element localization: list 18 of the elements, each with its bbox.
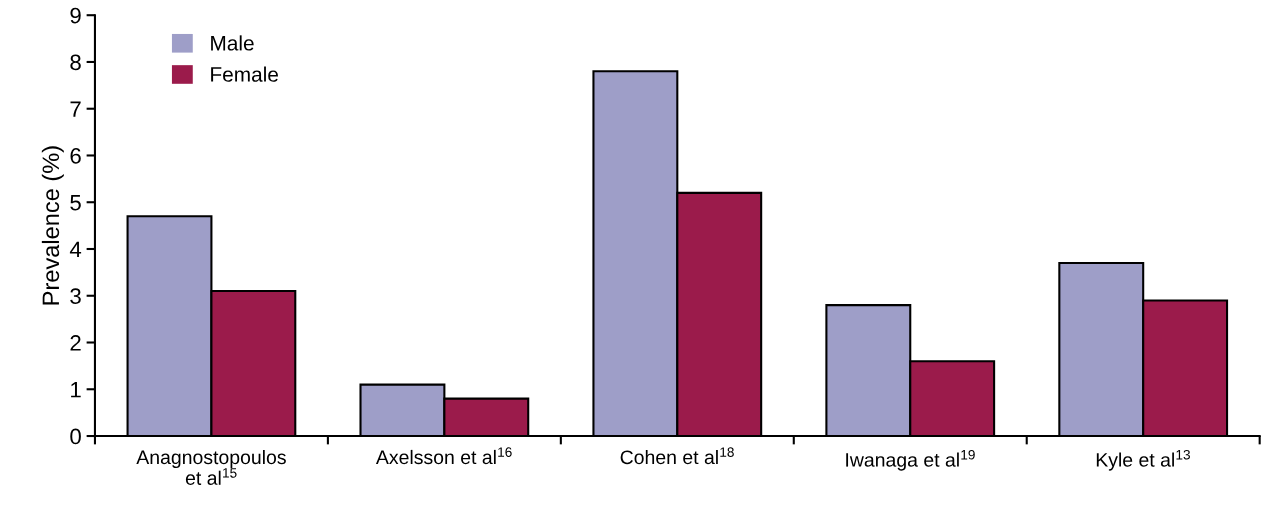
y-tick-label: 3 xyxy=(70,288,81,305)
x-tick-label: Iwanaga et al$^{19}$ xyxy=(846,449,975,471)
x-tick-label: Cohen et al$^{18}$ xyxy=(620,447,734,465)
x-tick-label: Anagnostopoulos et al$^{15}$ xyxy=(136,449,286,485)
y-tick-label: 9 xyxy=(70,7,81,24)
y-tick-label: 5 xyxy=(70,195,81,211)
x-tick-label: Kyle et al$^{13}$ xyxy=(1096,449,1190,471)
y-tick-label: 4 xyxy=(69,241,82,258)
legend-label: Male xyxy=(211,35,254,51)
y-tick-label: 8 xyxy=(70,54,81,71)
y-tick-label: 1 xyxy=(71,382,81,398)
y-tick-label: 2 xyxy=(70,335,81,351)
y-tick-label: 6 xyxy=(70,148,81,164)
y-tick-label: 0 xyxy=(70,428,81,445)
y-axis-title: Prevalence (%) xyxy=(41,146,64,305)
y-tick-label: 7 xyxy=(70,101,81,117)
x-tick-label: Axelsson et al$^{16}$ xyxy=(375,447,512,465)
legend-label: Female xyxy=(211,66,278,82)
